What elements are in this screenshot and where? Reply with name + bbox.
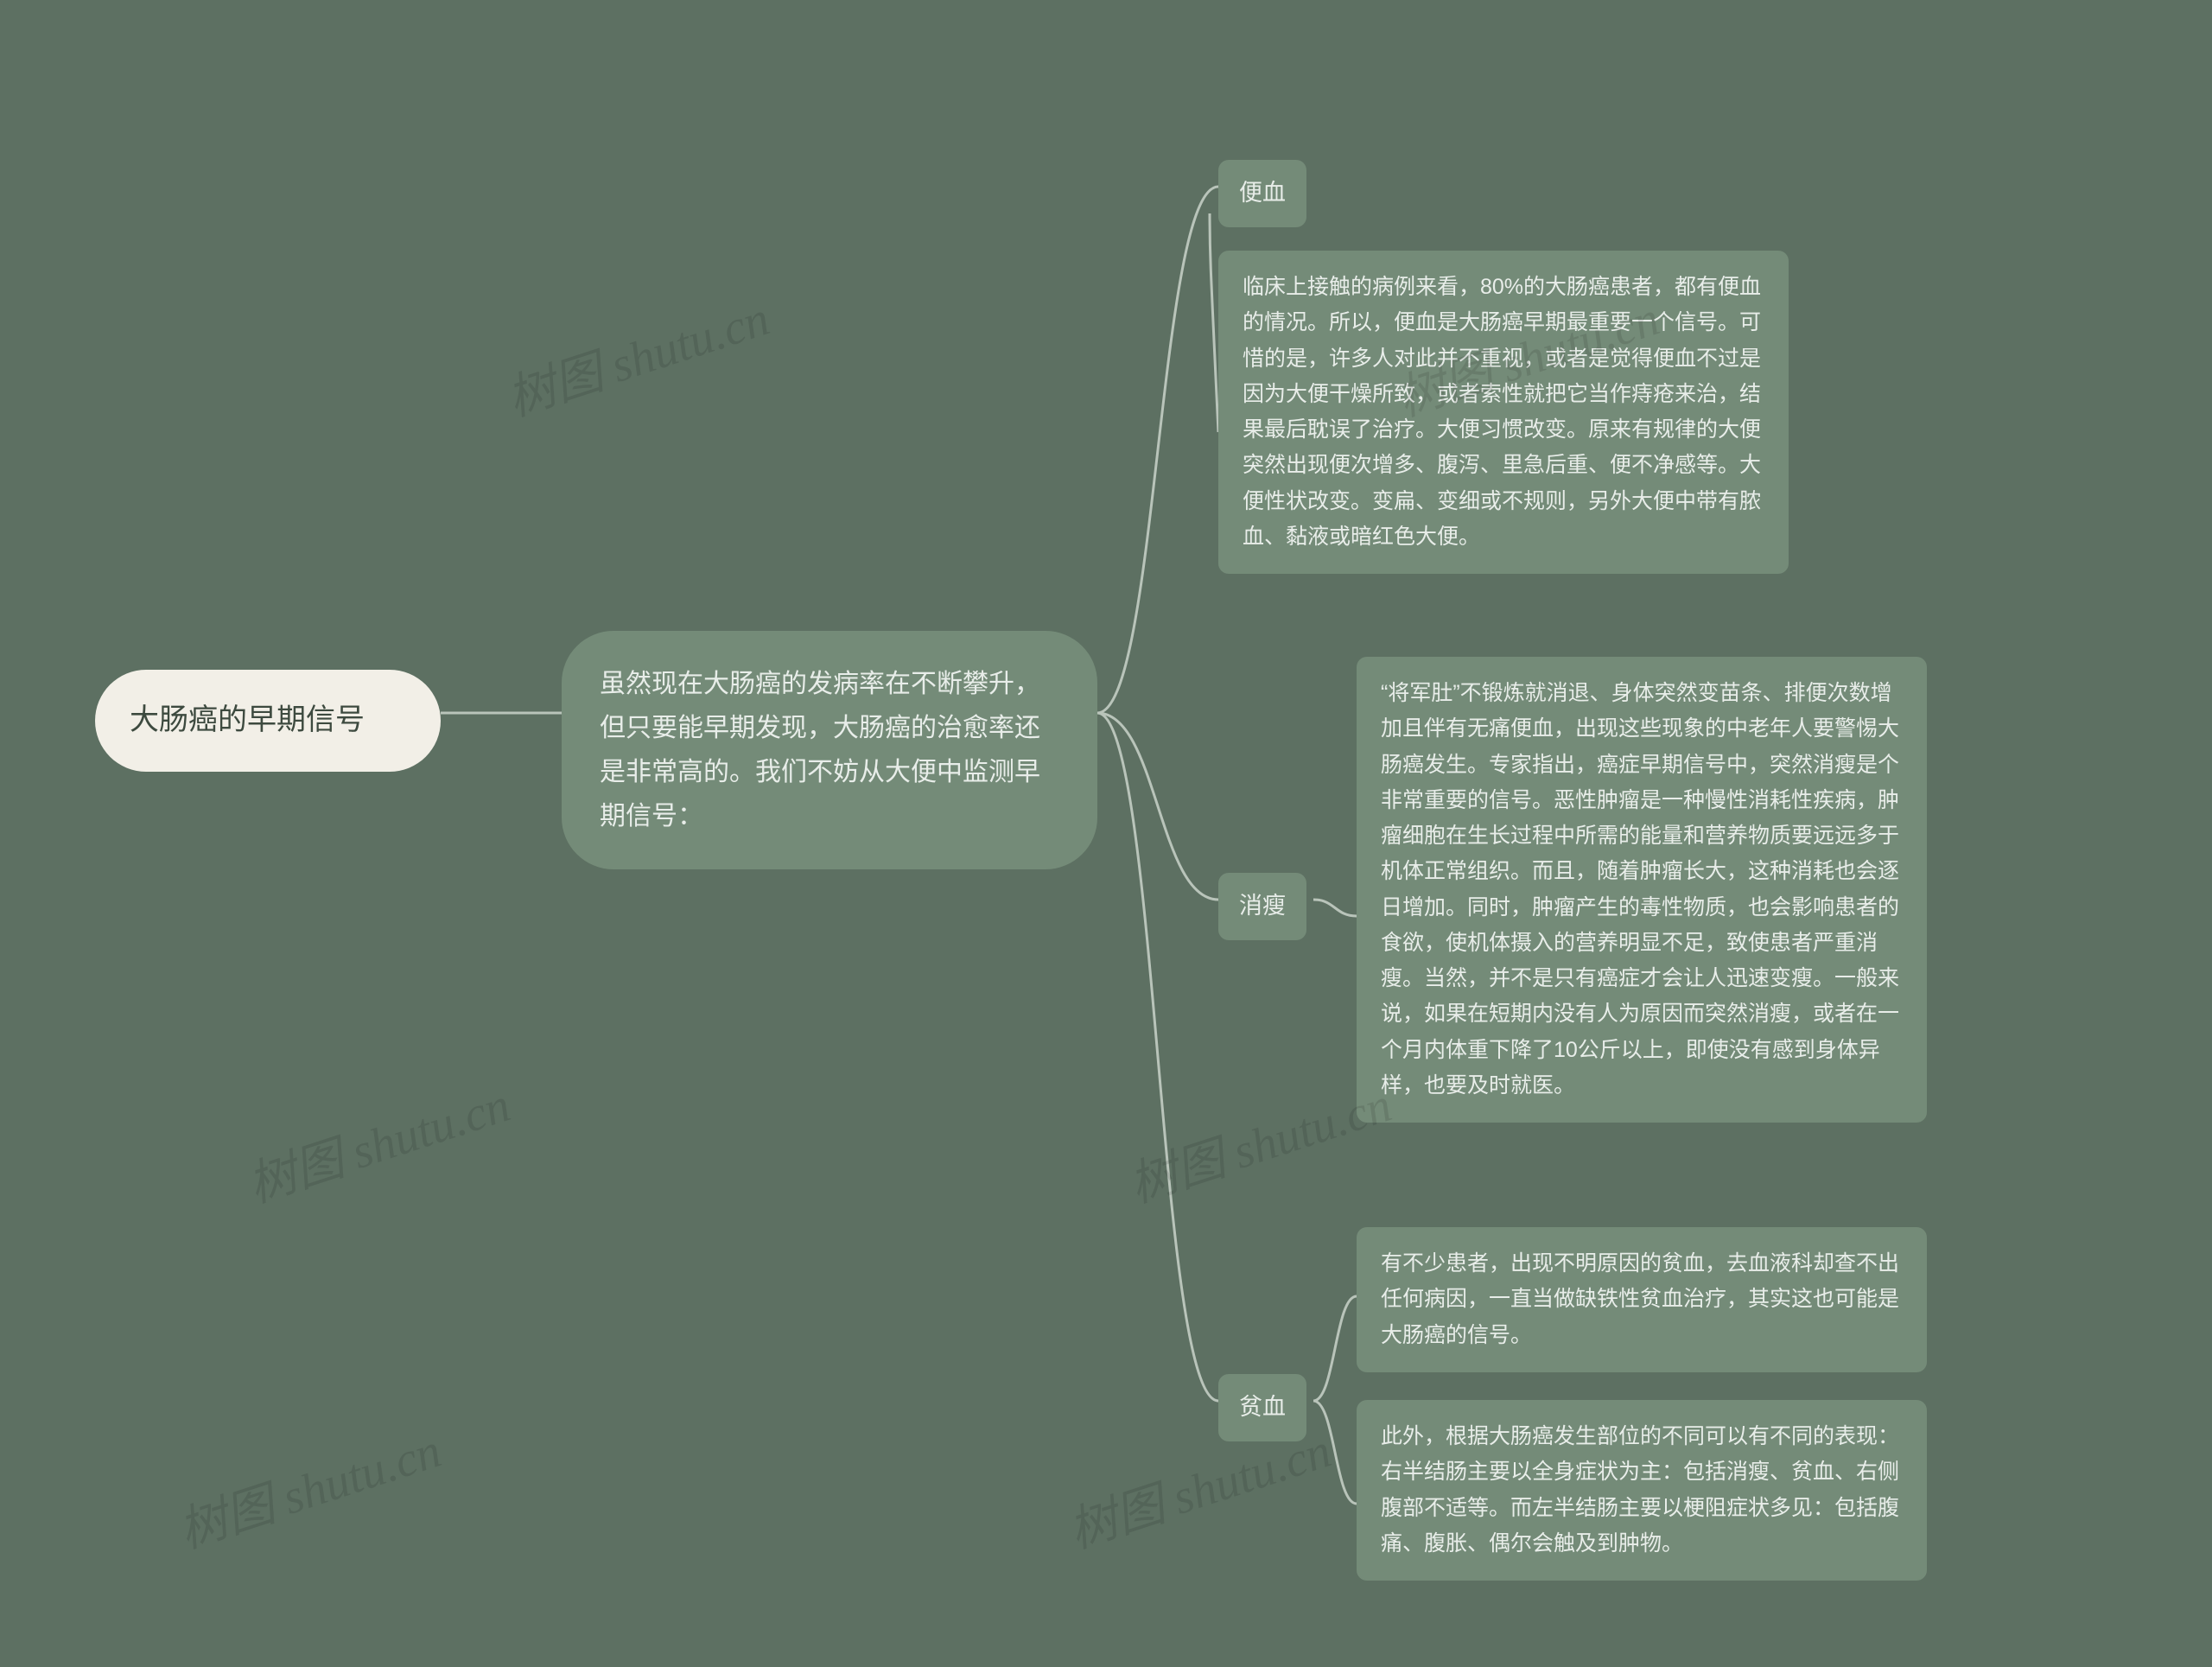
branch-label-text: 贫血 bbox=[1239, 1394, 1286, 1420]
connector-line bbox=[1313, 1296, 1357, 1401]
connector-line bbox=[1097, 713, 1218, 900]
branch-detail-anemia-2[interactable]: 此外，根据大肠癌发生部位的不同可以有不同的表现：右半结肠主要以全身症状为主：包括… bbox=[1357, 1400, 1927, 1581]
intro-node[interactable]: 虽然现在大肠癌的发病率在不断攀升，但只要能早期发现，大肠癌的治愈率还是非常高的。… bbox=[562, 631, 1097, 869]
branch-detail-blood[interactable]: 临床上接触的病例来看，80%的大肠癌患者，都有便血的情况。所以，便血是大肠癌早期… bbox=[1218, 251, 1789, 574]
detail-text: “将军肚”不锻炼就消退、身体突然变苗条、排便次数增加且伴有无痛便血，出现这些现象… bbox=[1381, 681, 1899, 1098]
detail-text: 临床上接触的病例来看，80%的大肠癌患者，都有便血的情况。所以，便血是大肠癌早期… bbox=[1243, 275, 1761, 549]
connector-line bbox=[1313, 1401, 1357, 1504]
branch-label-blood[interactable]: 便血 bbox=[1218, 160, 1306, 227]
branch-detail-anemia-1[interactable]: 有不少患者，出现不明原因的贫血，去血液科却查不出任何病因，一直当做缺铁性贫血治疗… bbox=[1357, 1227, 1927, 1372]
connector-line bbox=[1097, 187, 1218, 713]
watermark: 树图 shutu.cn bbox=[497, 279, 777, 429]
connector-line bbox=[1210, 213, 1218, 432]
detail-text: 有不少患者，出现不明原因的贫血，去血液科却查不出任何病因，一直当做缺铁性贫血治疗… bbox=[1381, 1251, 1899, 1347]
branch-label-text: 消瘦 bbox=[1239, 893, 1286, 919]
branch-detail-weightloss[interactable]: “将军肚”不锻炼就消退、身体突然变苗条、排便次数增加且伴有无痛便血，出现这些现象… bbox=[1357, 657, 1927, 1123]
connector-line bbox=[1313, 900, 1357, 916]
branch-label-weightloss[interactable]: 消瘦 bbox=[1218, 873, 1306, 940]
branch-label-text: 便血 bbox=[1239, 180, 1286, 206]
intro-text: 虽然现在大肠癌的发病率在不断攀升，但只要能早期发现，大肠癌的治愈率还是非常高的。… bbox=[600, 670, 1040, 830]
root-text: 大肠癌的早期信号 bbox=[130, 703, 365, 736]
branch-label-anemia[interactable]: 贫血 bbox=[1218, 1374, 1306, 1441]
detail-text: 此外，根据大肠癌发生部位的不同可以有不同的表现：右半结肠主要以全身症状为主：包括… bbox=[1381, 1424, 1899, 1556]
watermark: 树图 shutu.cn bbox=[168, 1411, 448, 1562]
watermark: 树图 shutu.cn bbox=[238, 1066, 518, 1216]
root-node[interactable]: 大肠癌的早期信号 bbox=[95, 670, 441, 772]
connector-line bbox=[1097, 713, 1218, 1401]
